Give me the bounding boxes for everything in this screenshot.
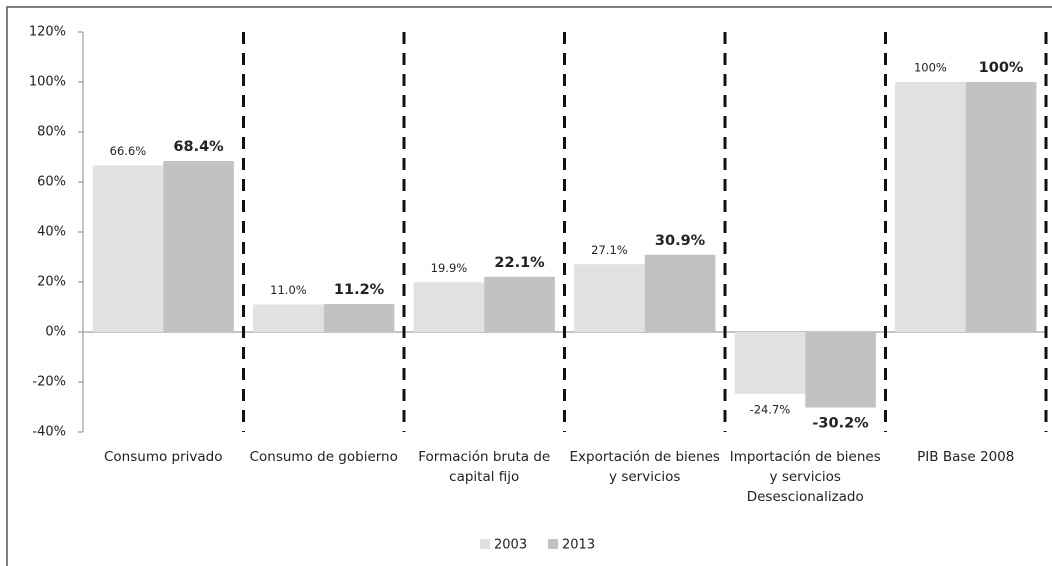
- value-label: 11.2%: [334, 282, 385, 298]
- legend-label: 2003: [494, 538, 527, 553]
- y-tick-label: 60%: [37, 175, 66, 190]
- value-label: -24.7%: [750, 402, 791, 416]
- y-tick-label: 120%: [29, 25, 66, 40]
- bar: [965, 82, 1037, 332]
- bar: [323, 304, 395, 332]
- x-tick-label: Consumo privado: [104, 449, 223, 465]
- y-tick-label: -40%: [32, 425, 66, 440]
- bar: [413, 282, 485, 332]
- bar: [574, 264, 645, 332]
- bar: [163, 161, 234, 332]
- bar: [895, 82, 966, 332]
- bar: [734, 332, 806, 394]
- value-label: 66.6%: [110, 144, 147, 158]
- value-label: 100%: [979, 60, 1024, 76]
- bar: [644, 254, 716, 332]
- value-label: -30.2%: [812, 416, 869, 432]
- bar: [253, 304, 324, 332]
- y-tick-label: -20%: [32, 375, 66, 390]
- x-tick-label: Formación bruta de capital fijo: [418, 449, 551, 485]
- frame: [6, 6, 1052, 566]
- legend-label: 2013: [562, 538, 595, 553]
- x-tick-label: Importación de bienes y servicios Desesc…: [729, 449, 881, 505]
- x-tick-label: Exportación de bienes y servicios: [569, 449, 720, 485]
- bar: [92, 165, 164, 332]
- legend-swatch: [480, 539, 490, 549]
- value-label: 100%: [914, 61, 947, 75]
- bar: [805, 332, 876, 408]
- value-label: 22.1%: [494, 255, 545, 271]
- value-label: 11.0%: [270, 283, 307, 297]
- y-tick-label: 20%: [37, 275, 66, 290]
- value-label: 68.4%: [173, 139, 224, 155]
- x-tick-label: Consumo de gobierno: [249, 449, 398, 465]
- value-label: 19.9%: [431, 261, 468, 275]
- x-tick-label: PIB Base 2008: [917, 449, 1015, 465]
- value-label: 30.9%: [655, 233, 706, 249]
- y-tick-label: 80%: [37, 125, 66, 140]
- y-tick-label: 100%: [29, 75, 66, 90]
- bar: [484, 276, 555, 332]
- legend-swatch: [548, 539, 558, 549]
- y-tick-label: 40%: [37, 225, 66, 240]
- value-label: 27.1%: [591, 243, 628, 257]
- y-tick-label: 0%: [45, 325, 66, 340]
